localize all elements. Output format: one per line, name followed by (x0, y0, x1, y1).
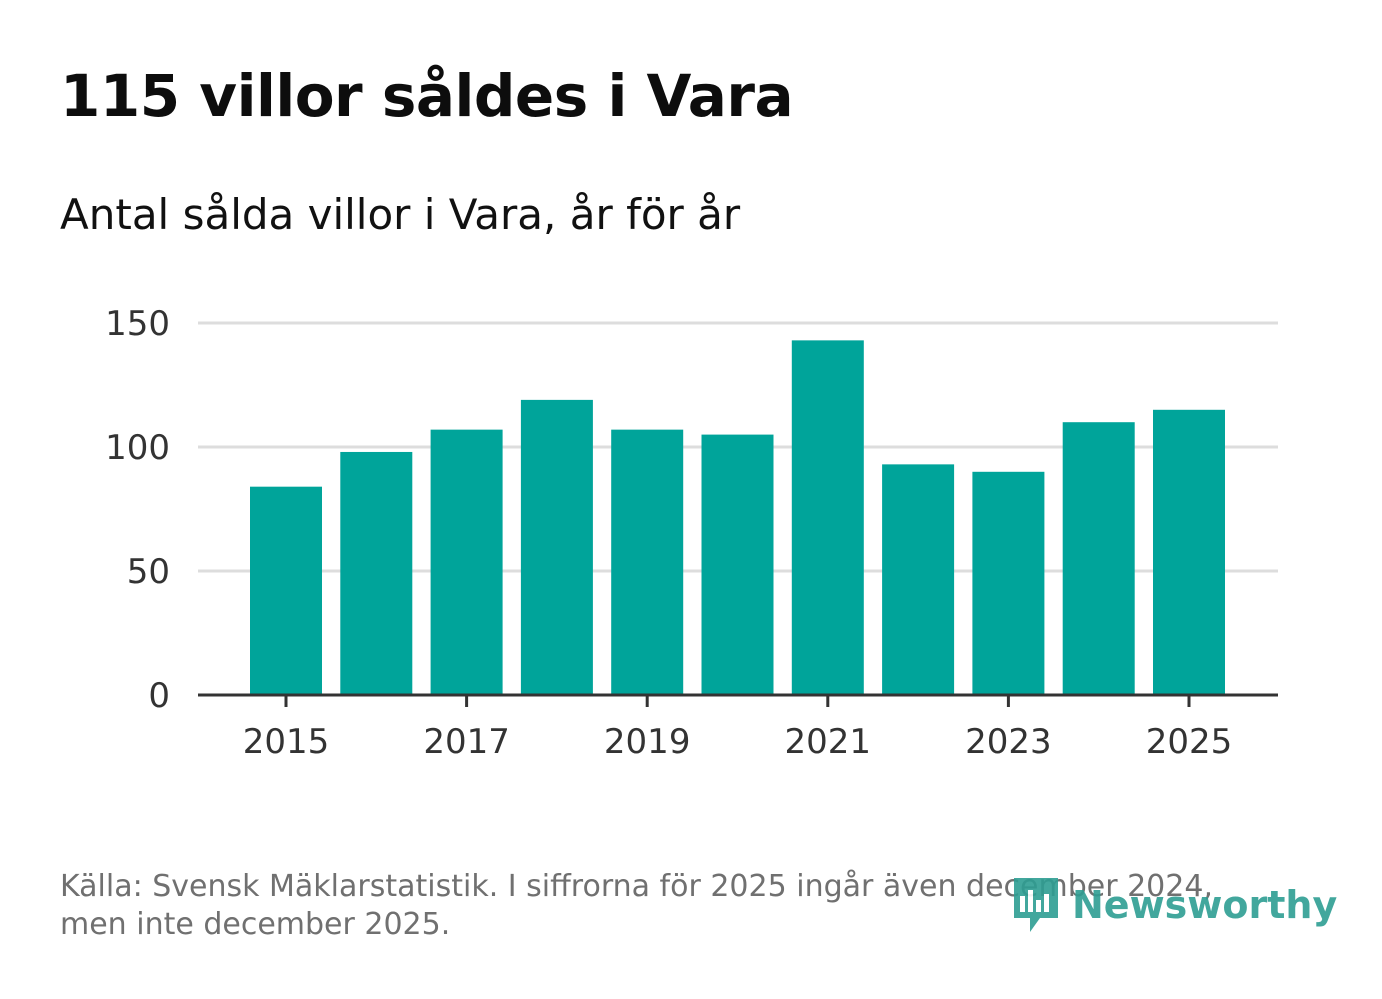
y-tick-label: 50 (127, 552, 170, 592)
x-tick-label: 2025 (1146, 722, 1233, 762)
bar-chart-logo-icon (1014, 878, 1058, 932)
bar-2016 (340, 451, 413, 695)
bar-2019 (611, 429, 684, 695)
chart-subtitle: Antal sålda villor i Vara, år för år (60, 190, 741, 239)
x-tick-label: 2023 (965, 722, 1052, 762)
y-axis-ticks: 0 50 100 150 (105, 304, 170, 716)
bar-2021 (791, 340, 864, 695)
y-tick-label: 0 (148, 676, 170, 716)
bar-2024 (1062, 422, 1135, 695)
bar-2017 (430, 429, 503, 695)
chart-title: 115 villor såldes i Vara (60, 62, 794, 130)
x-axis-ticks: 2015 2017 2019 2021 2023 2025 (243, 695, 1233, 762)
source-line-2: men inte december 2025. (60, 907, 451, 942)
bar-2023 (972, 471, 1045, 695)
bar-2022 (882, 464, 955, 695)
x-tick-label: 2019 (604, 722, 691, 762)
bar-2020 (701, 434, 774, 695)
bar-2025 (1153, 409, 1225, 695)
logo-text: Newsworthy (1072, 883, 1338, 927)
x-tick-label: 2015 (243, 722, 330, 762)
y-tick-label: 150 (105, 304, 170, 344)
bar-2015 (250, 486, 322, 695)
x-tick-label: 2021 (785, 722, 872, 762)
bars (250, 340, 1225, 695)
bar-2018 (520, 399, 593, 695)
y-tick-label: 100 (105, 428, 170, 468)
x-tick-label: 2017 (423, 722, 510, 762)
newsworthy-logo: Newsworthy (1010, 874, 1337, 936)
